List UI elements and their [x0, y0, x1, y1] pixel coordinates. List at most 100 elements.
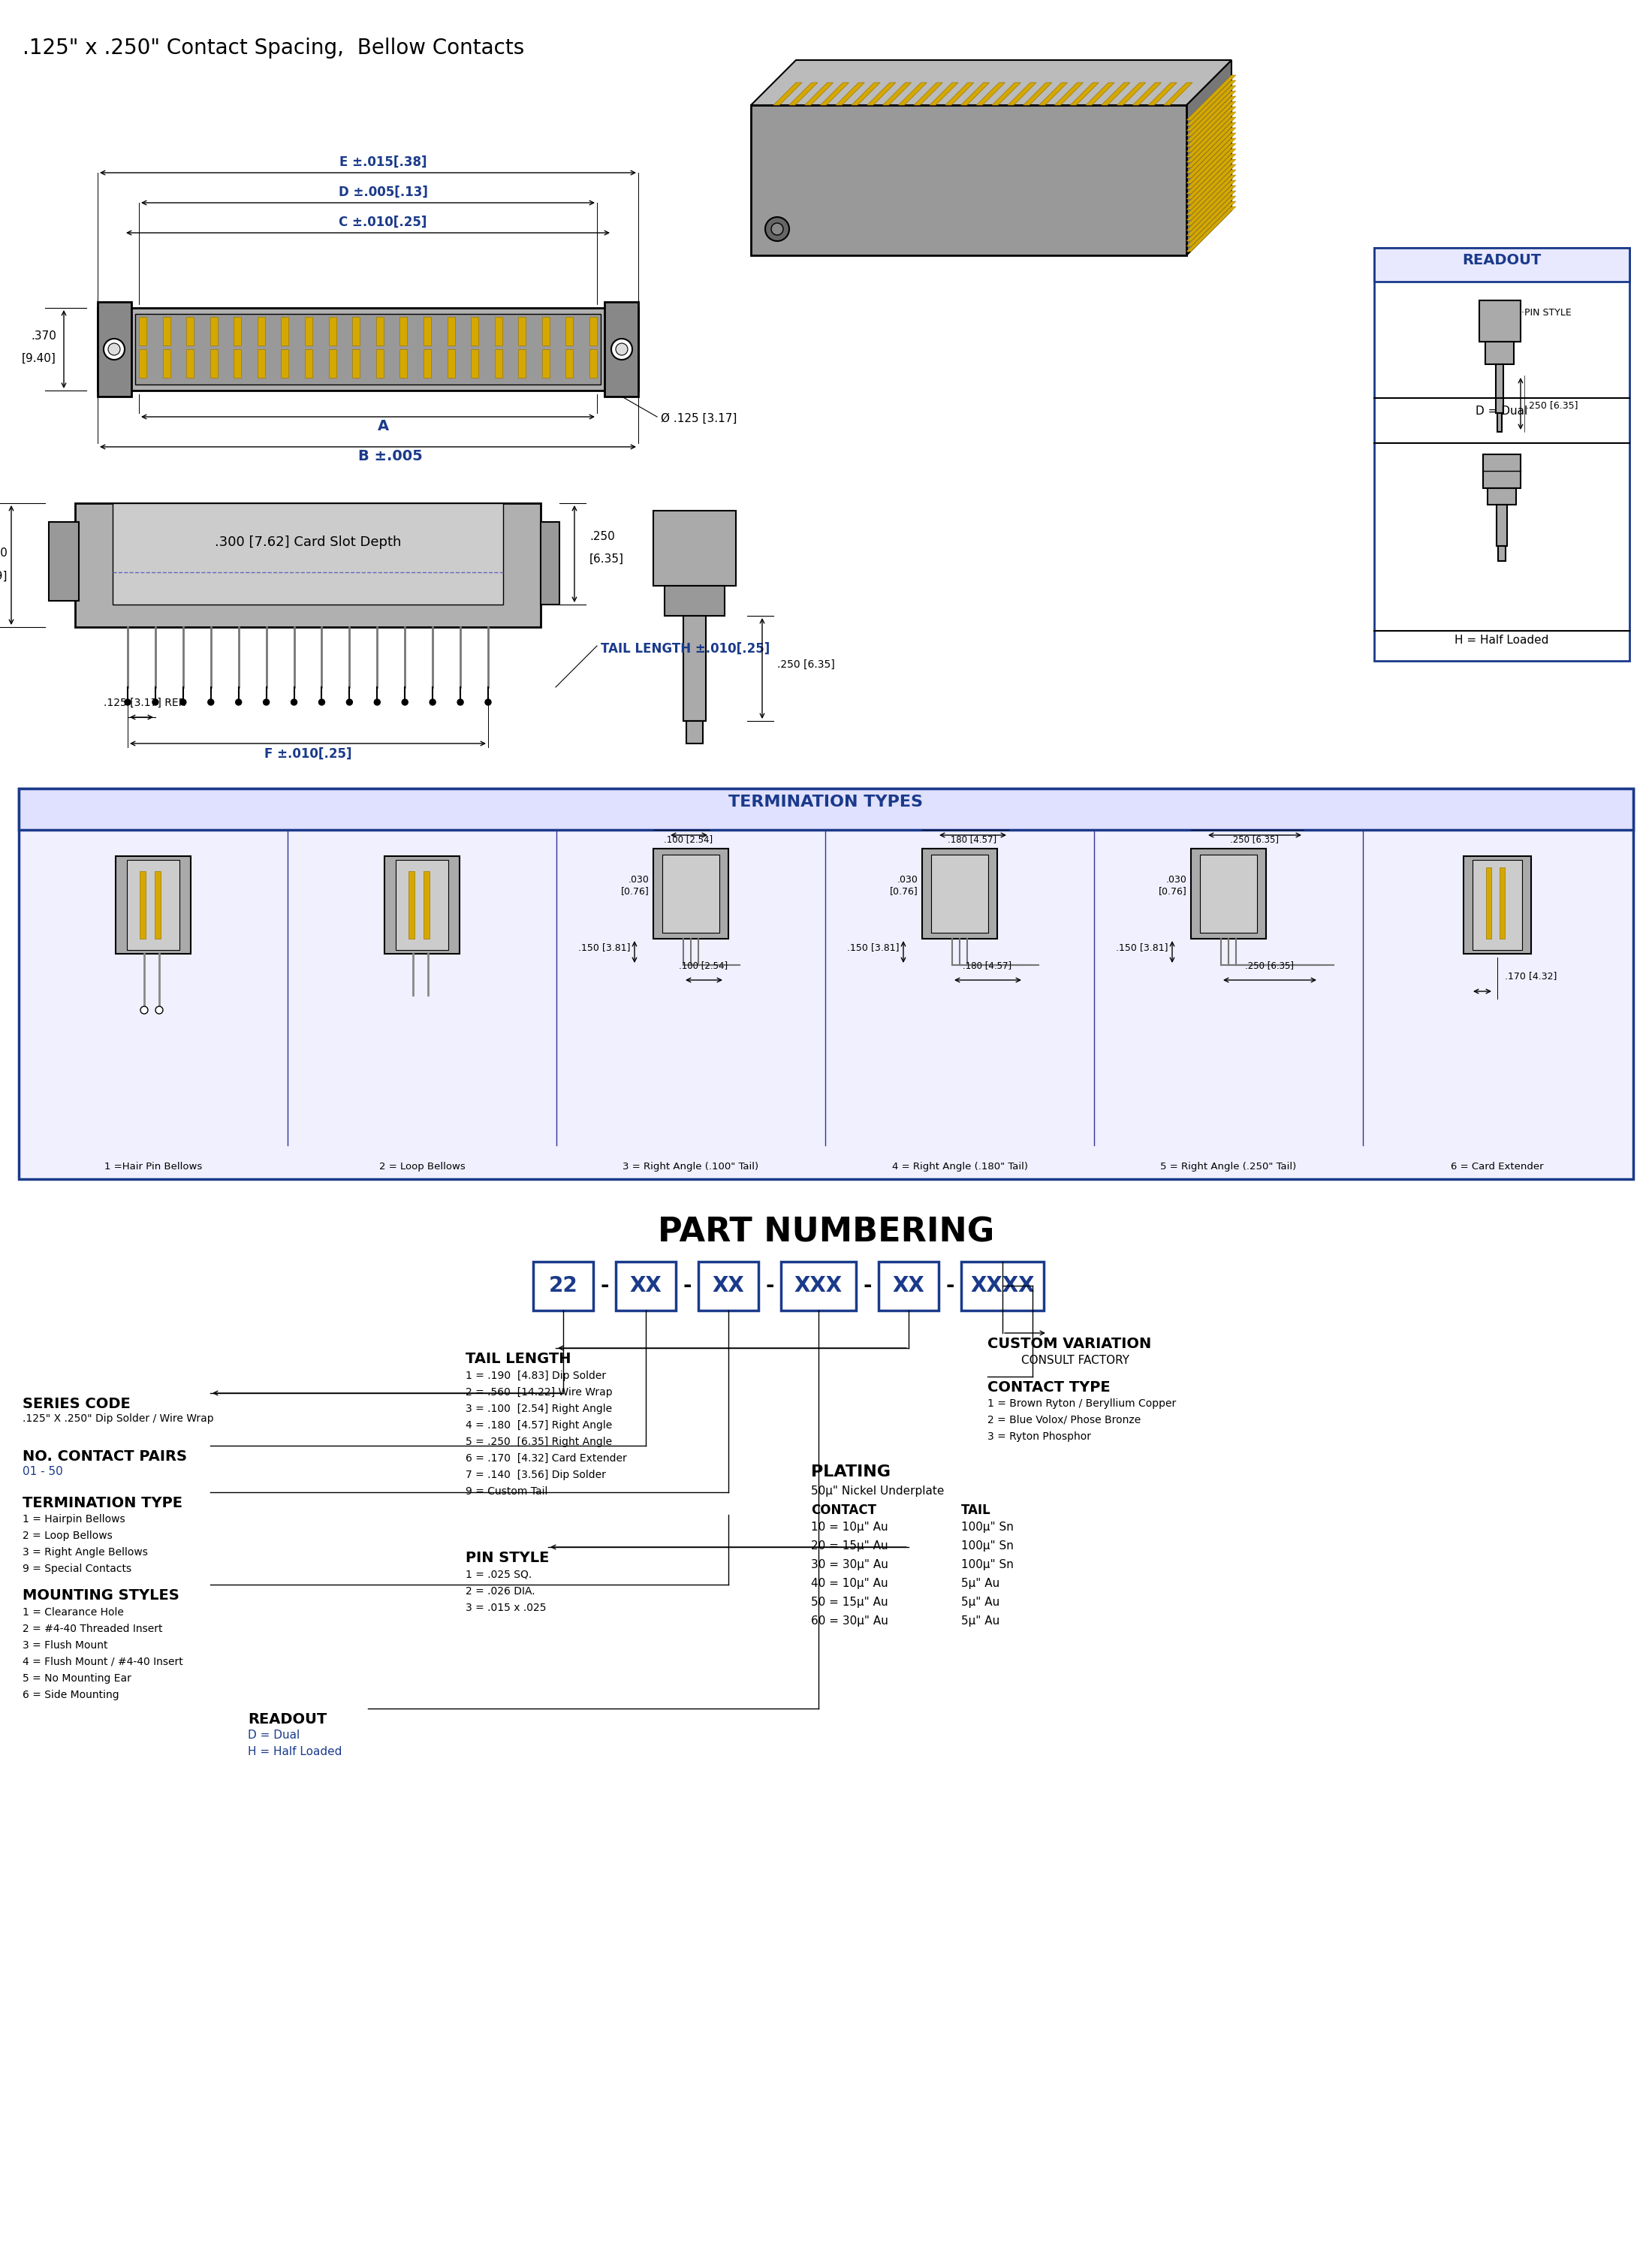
Text: .150 [3.81]: .150 [3.81] [1117, 942, 1168, 953]
Polygon shape [1186, 113, 1236, 158]
Text: 7 = .140  [3.56] Dip Solder: 7 = .140 [3.56] Dip Solder [466, 1469, 606, 1480]
Bar [281, 318, 289, 345]
Text: 30 = 30µ" Au: 30 = 30µ" Au [811, 1559, 889, 1570]
Text: -: - [682, 1275, 692, 1295]
Text: .250 [6.35]: .250 [6.35] [1246, 960, 1294, 971]
Text: PLATING: PLATING [811, 1464, 890, 1480]
Bar [400, 318, 408, 345]
Polygon shape [930, 83, 958, 106]
Polygon shape [1102, 83, 1130, 106]
Bar [781, 1262, 856, 1311]
Text: .150 [3.81]: .150 [3.81] [847, 942, 900, 953]
Bar [210, 349, 218, 379]
Text: TAIL LENGTH: TAIL LENGTH [466, 1352, 572, 1365]
Text: 3 = Ryton Phosphor: 3 = Ryton Phosphor [988, 1431, 1090, 1442]
Bar [1495, 365, 1503, 412]
Text: 10 = 10µ" Au: 10 = 10µ" Au [811, 1521, 889, 1532]
Text: .125" x .250" Contact Spacing,  Bellow Contacts: .125" x .250" Contact Spacing, Bellow Co… [23, 38, 524, 59]
Text: 6 = Card Extender: 6 = Card Extender [1450, 1163, 1543, 1172]
Bar [494, 349, 502, 379]
Bar [187, 318, 193, 345]
Text: PART NUMBERING: PART NUMBERING [657, 1217, 995, 1248]
Text: 1 = Brown Ryton / Beryllium Copper: 1 = Brown Ryton / Beryllium Copper [988, 1399, 1176, 1408]
Text: 01 - 50: 01 - 50 [23, 1467, 63, 1478]
Text: E ±.015[.38]: E ±.015[.38] [339, 155, 426, 169]
Text: 5 = .250  [6.35] Right Angle: 5 = .250 [6.35] Right Angle [466, 1437, 613, 1446]
Bar [306, 318, 312, 345]
Text: 3 = .015 x .025: 3 = .015 x .025 [466, 1602, 547, 1613]
Text: H = Half Loaded: H = Half Loaded [248, 1746, 342, 1757]
Text: .125" X .250" Dip Solder / Wire Wrap: .125" X .250" Dip Solder / Wire Wrap [23, 1413, 213, 1424]
Circle shape [458, 698, 463, 705]
Bar [1483, 455, 1520, 489]
Polygon shape [1186, 160, 1236, 205]
Circle shape [401, 698, 408, 705]
Text: [0.76]: [0.76] [1158, 885, 1188, 897]
Text: 3 = Right Angle (.100" Tail): 3 = Right Angle (.100" Tail) [623, 1163, 758, 1172]
Bar [1485, 342, 1513, 365]
Text: .125 [3.17] REF.: .125 [3.17] REF. [104, 698, 187, 707]
Bar [590, 349, 596, 379]
Polygon shape [790, 83, 818, 106]
Text: .370: .370 [31, 331, 56, 342]
Bar [210, 318, 218, 345]
Bar [540, 523, 560, 604]
Polygon shape [752, 61, 1231, 106]
Text: 6 = .170  [4.32] Card Extender: 6 = .170 [4.32] Card Extender [466, 1453, 626, 1464]
Text: READOUT: READOUT [1462, 252, 1541, 268]
Text: XX: XX [629, 1275, 662, 1295]
Text: 2 = .560  [14.22] Wire Wrap: 2 = .560 [14.22] Wire Wrap [466, 1388, 613, 1397]
Circle shape [236, 698, 241, 705]
Bar [922, 849, 998, 940]
Bar [140, 872, 145, 940]
Bar [127, 861, 180, 951]
Bar [329, 349, 335, 379]
Polygon shape [1186, 180, 1236, 225]
Text: 100µ" Sn: 100µ" Sn [961, 1541, 1014, 1552]
Bar [18, 789, 1634, 829]
Text: 3 = Right Angle Bellows: 3 = Right Angle Bellows [23, 1548, 147, 1557]
Text: Ø .125 [3.17]: Ø .125 [3.17] [661, 412, 737, 424]
Polygon shape [1186, 201, 1236, 246]
Text: -: - [765, 1275, 775, 1295]
Text: 2 = Loop Bellows: 2 = Loop Bellows [23, 1530, 112, 1541]
Polygon shape [1186, 144, 1236, 189]
Text: B ±.005: B ±.005 [358, 448, 423, 464]
Text: 100µ" Sn: 100µ" Sn [961, 1559, 1014, 1570]
Polygon shape [1133, 83, 1161, 106]
Text: TERMINATION TYPES: TERMINATION TYPES [729, 795, 923, 809]
Text: READOUT: READOUT [248, 1712, 327, 1726]
Text: 9 = Special Contacts: 9 = Special Contacts [23, 1564, 132, 1575]
Bar [235, 349, 241, 379]
Bar [699, 1262, 758, 1311]
Circle shape [180, 698, 187, 705]
Text: 1 = Hairpin Bellows: 1 = Hairpin Bellows [23, 1514, 126, 1525]
Polygon shape [1117, 83, 1145, 106]
Bar [662, 854, 719, 933]
Bar [1374, 248, 1629, 282]
Circle shape [208, 698, 213, 705]
Text: -: - [945, 1275, 955, 1295]
Polygon shape [1186, 185, 1236, 230]
Bar [1497, 505, 1507, 545]
Polygon shape [1186, 101, 1236, 146]
Text: 100µ" Sn: 100µ" Sn [961, 1521, 1014, 1532]
Bar [605, 302, 638, 397]
Text: 5 = No Mounting Ear: 5 = No Mounting Ear [23, 1674, 131, 1683]
Bar [162, 318, 170, 345]
Bar [396, 861, 448, 951]
Bar [74, 502, 540, 626]
Bar [1498, 545, 1505, 561]
Text: .150 [3.81]: .150 [3.81] [578, 942, 631, 953]
Polygon shape [1186, 176, 1236, 221]
Bar [97, 309, 638, 390]
Text: [9.40]: [9.40] [21, 354, 56, 365]
Text: -: - [600, 1275, 610, 1295]
Text: 5µ" Au: 5µ" Au [961, 1577, 999, 1588]
Text: 2 = #4-40 Threaded Insert: 2 = #4-40 Threaded Insert [23, 1624, 162, 1633]
Text: F ±.010[.25]: F ±.010[.25] [264, 748, 352, 762]
Text: -: - [862, 1275, 872, 1295]
Bar [400, 349, 408, 379]
Text: .030: .030 [629, 874, 649, 885]
Polygon shape [851, 83, 881, 106]
